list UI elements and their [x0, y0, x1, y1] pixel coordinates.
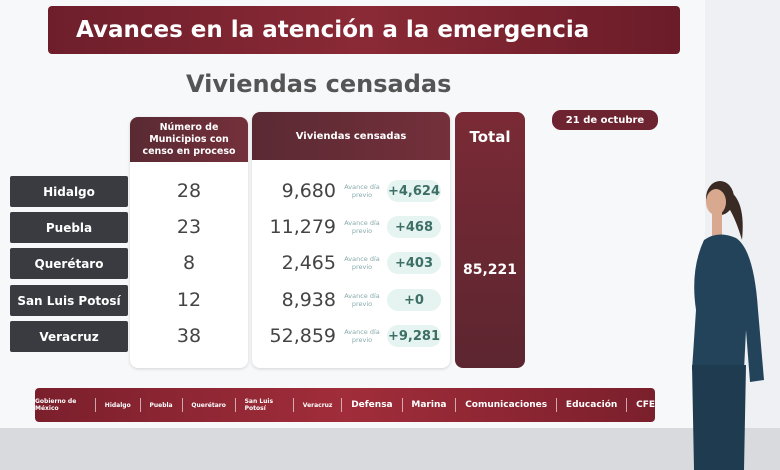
municipios-value: 38 — [176, 325, 202, 347]
viviendas-value: 8,938 — [281, 289, 336, 311]
logo-separator — [95, 398, 96, 412]
viviendas-value: 11,279 — [269, 216, 336, 238]
slide-subtitle: Viviendas censadas — [186, 70, 452, 98]
footer-logo: Defensa — [351, 400, 393, 410]
logo-separator — [455, 398, 457, 412]
logo-separator — [234, 398, 236, 412]
footer-logo: CFE — [636, 400, 656, 410]
presenter-person — [692, 181, 764, 470]
avance-label: Avance día previo — [344, 328, 380, 344]
logo-separator — [292, 398, 294, 412]
footer-logo: Hidalgo — [104, 401, 131, 409]
logo-separator — [401, 398, 403, 412]
state-label: Querétaro — [10, 248, 128, 279]
logo-separator — [556, 398, 557, 412]
logo-separator — [181, 398, 183, 412]
avance-badge: +403 — [387, 252, 441, 274]
logo-separator — [139, 398, 141, 412]
footer-logo: Marina — [411, 400, 447, 410]
municipios-value: 12 — [176, 289, 202, 311]
municipios-value: 28 — [176, 180, 202, 202]
avance-label: Avance día previo — [344, 219, 380, 235]
footer-logo: Gobierno de México — [34, 398, 77, 412]
avance-badge: +4,624 — [387, 180, 441, 202]
state-label: Puebla — [10, 212, 128, 243]
footer-logo: Veracruz — [302, 401, 333, 409]
logo-separator — [626, 398, 628, 412]
footer-logo: Comunicaciones — [465, 400, 548, 410]
viviendas-value: 52,859 — [269, 325, 336, 347]
avance-badge: +9,281 — [387, 325, 441, 347]
avance-label: Avance día previo — [344, 292, 380, 308]
footer-logo: Puebla — [149, 401, 173, 409]
logo-separator — [341, 398, 343, 412]
avance-label: Avance día previo — [344, 255, 380, 271]
state-label: San Luis Potosí — [10, 285, 128, 316]
state-label: Veracruz — [10, 321, 128, 352]
footer-logo: Educación — [565, 400, 618, 410]
footer-logo: San Luis Potosí — [244, 398, 274, 412]
stage-floor — [0, 428, 780, 470]
viviendas-value: 9,680 — [281, 180, 336, 202]
avance-badge: +0 — [387, 289, 441, 311]
footer-logo: Querétaro — [191, 401, 226, 409]
avance-badge: +468 — [387, 216, 441, 238]
municipios-value: 8 — [182, 252, 196, 274]
municipios-header: Número de Municipios con censo en proces… — [130, 117, 248, 162]
date-badge: 21 de octubre — [552, 110, 658, 130]
footer-logo-bar: Gobierno de México Hidalgo Puebla Querétaro… — [35, 388, 655, 422]
viviendas-header: Viviendas censadas — [252, 112, 450, 160]
total-value: 85,221 — [462, 262, 518, 278]
state-label: Hidalgo — [10, 176, 128, 207]
total-card: Total 85,221 — [455, 112, 525, 368]
avance-label: Avance día previo — [344, 183, 380, 199]
banner-title: Avances en la atención a la emergencia — [48, 6, 680, 54]
viviendas-value: 2,465 — [281, 252, 336, 274]
municipios-value: 23 — [176, 216, 202, 238]
municipios-card: Número de Municipios con censo en proces… — [130, 117, 248, 368]
total-header: Total — [469, 128, 511, 146]
viviendas-card: Viviendas censadas — [252, 112, 450, 368]
